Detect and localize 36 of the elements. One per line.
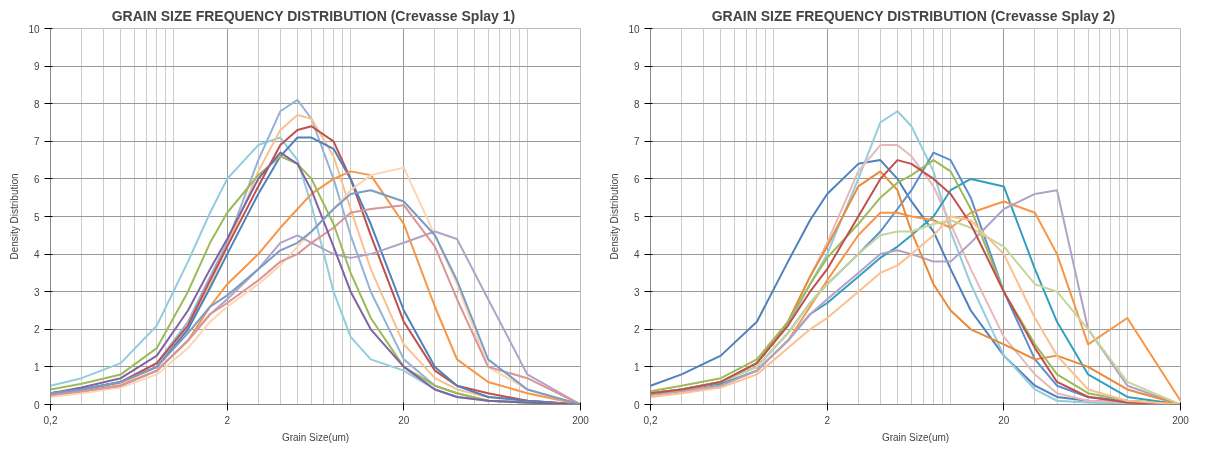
y-tick-label: 0 xyxy=(33,399,40,411)
y-tick-label: 1 xyxy=(33,361,40,373)
x-tick-label: 20 xyxy=(398,414,410,426)
x-tick-label: 0,2 xyxy=(643,414,658,426)
y-tick-label: 7 xyxy=(633,136,640,148)
y-tick-label: 2 xyxy=(633,324,640,336)
x-tick-label: 0,2 xyxy=(43,414,58,426)
y-tick-label: 0 xyxy=(633,399,640,411)
x-tick-label: 20 xyxy=(998,414,1010,426)
y-axis-title: Density Distribution xyxy=(9,173,21,260)
x-axis-title: Grain Size(um) xyxy=(881,431,950,443)
x-tick-label: 2 xyxy=(824,414,831,426)
y-tick-label: 6 xyxy=(633,173,640,185)
y-tick-label: 9 xyxy=(633,61,640,73)
y-tick-label: 6 xyxy=(33,173,40,185)
y-tick-label: 2 xyxy=(33,324,40,336)
y-axis-title: Density Distribution xyxy=(609,173,621,260)
y-tick-label: 5 xyxy=(633,211,640,223)
chart-title: GRAIN SIZE FREQUENCY DISTRIBUTION (Crevasse Splay 2) xyxy=(711,7,1116,24)
x-axis-title: Grain Size(um) xyxy=(281,431,350,443)
x-tick-label: 200 xyxy=(572,414,590,426)
y-tick-label: 9 xyxy=(33,61,40,73)
x-tick-label: 200 xyxy=(1172,414,1190,426)
y-tick-label: 4 xyxy=(633,249,640,261)
y-tick-label: 10 xyxy=(628,23,640,35)
y-tick-label: 3 xyxy=(633,286,640,298)
y-tick-label: 5 xyxy=(33,211,40,223)
y-tick-label: 7 xyxy=(33,136,40,148)
y-tick-label: 4 xyxy=(33,249,40,261)
y-tick-label: 8 xyxy=(633,98,640,110)
y-tick-label: 1 xyxy=(633,361,640,373)
y-tick-label: 8 xyxy=(33,98,40,110)
chart-title: GRAIN SIZE FREQUENCY DISTRIBUTION (Crevasse Splay 1) xyxy=(111,7,516,24)
y-tick-label: 10 xyxy=(28,23,40,35)
y-tick-label: 3 xyxy=(33,286,40,298)
x-tick-label: 2 xyxy=(224,414,231,426)
